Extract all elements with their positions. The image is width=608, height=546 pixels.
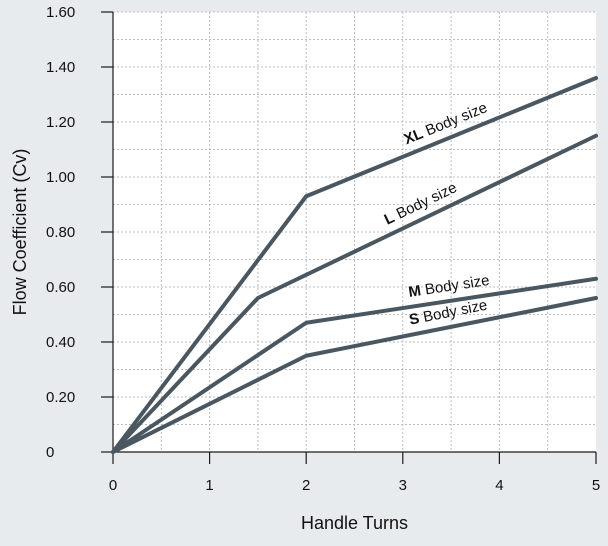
y-tick-label: 0.40 [46, 334, 75, 351]
x-tick-label: 3 [399, 477, 407, 494]
x-axis-title: Handle Turns [301, 513, 408, 533]
series-line-s [111, 296, 598, 454]
y-tick-label: 0.20 [46, 389, 75, 406]
y-tick-label: 1.60 [46, 4, 75, 21]
y-axis-title: Flow Coefficient (Cv) [10, 149, 30, 316]
x-tick-label: 4 [495, 477, 503, 494]
series-label-size-code: M [407, 282, 422, 301]
series-line-l [111, 133, 598, 454]
y-tick-label: 1.00 [46, 169, 75, 186]
y-tick-label: 0 [46, 444, 54, 461]
x-tick-label: 2 [302, 477, 310, 494]
y-tick-label: 1.40 [46, 59, 75, 76]
y-tick-label: 1.20 [46, 114, 75, 131]
axes [101, 11, 597, 464]
grid-lines [113, 11, 596, 452]
series-line-m [111, 276, 598, 454]
y-tick-label: 0.80 [46, 224, 75, 241]
y-tick-label: 0.60 [46, 279, 75, 296]
series-lines [111, 76, 598, 454]
x-tick-label: 5 [592, 477, 600, 494]
tick-labels: 0 0.20 0.40 0.60 0.80 1.00 1.20 1.40 1.60 0 1 2 3 4 5 [46, 4, 600, 494]
series-line-xl [111, 76, 598, 454]
x-tick-label: 0 [109, 477, 117, 494]
x-tick-label: 1 [205, 477, 213, 494]
series-label-size-code: XL [401, 125, 425, 148]
series-label-size-code: S [408, 310, 421, 329]
